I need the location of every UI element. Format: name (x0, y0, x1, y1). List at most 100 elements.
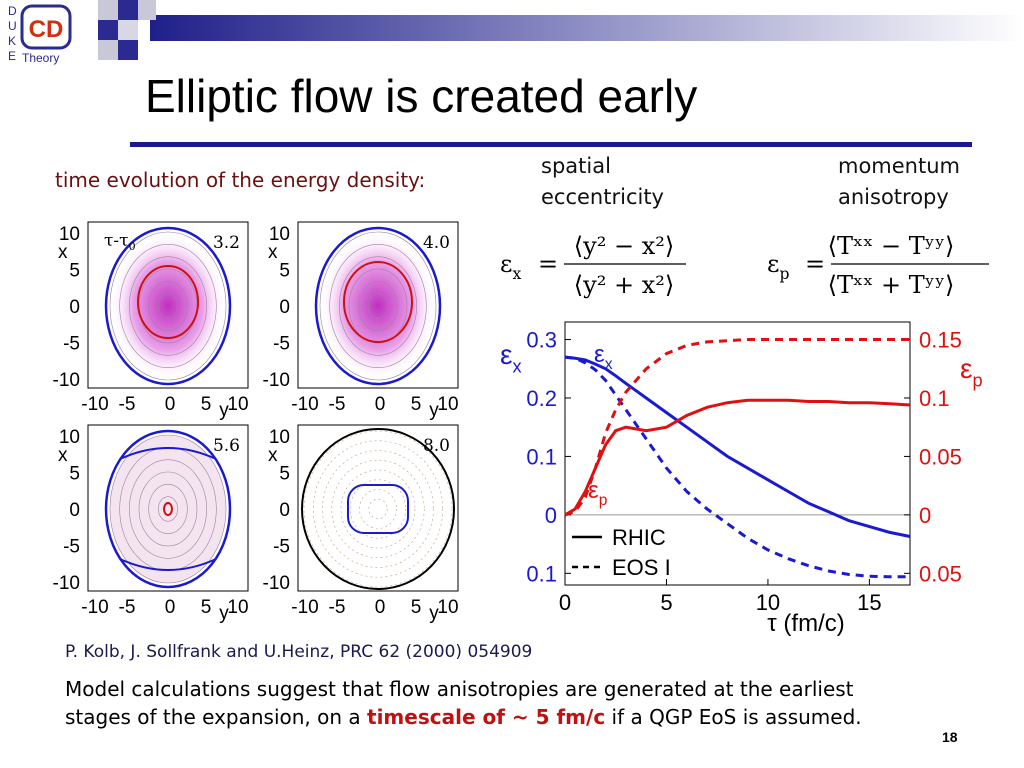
contour (158, 496, 178, 522)
panel-y-tick: -10 (263, 370, 290, 391)
formula-equals: = (805, 250, 825, 278)
series-line (564, 338, 910, 517)
legend-label: RHIC (612, 525, 666, 550)
panel-x-tick: -10 (81, 597, 108, 618)
panel-y-tick: 5 (279, 261, 290, 282)
panel-x-tick: -5 (119, 394, 136, 415)
density-fill (110, 232, 226, 380)
panel-x-tick: 0 (165, 597, 176, 618)
panel-time: 3.2 (213, 233, 240, 253)
panel-x-tick: -10 (291, 597, 318, 618)
y2-axis-label-sub: p (972, 370, 982, 390)
column-heading: anisotropy (838, 185, 949, 209)
contour (349, 479, 407, 539)
logo-letter: U (8, 19, 17, 33)
logo-letter: D (8, 4, 17, 18)
formula-denominator: ⟨Tˣˣ + Tʸʸ⟩ (828, 271, 955, 299)
panel-x-tick: 5 (411, 597, 422, 618)
panel-time: 4.0 (423, 233, 450, 253)
y-tick-label: 0.3 (526, 328, 557, 353)
y-axis-label: εx (500, 339, 522, 376)
annotation: εp (588, 477, 608, 509)
panel-y-tick: 10 (269, 427, 290, 448)
contour (358, 281, 398, 331)
y2-axis-label: εp (960, 353, 983, 390)
formula-lhs-sub: x (512, 265, 521, 283)
contour (148, 281, 188, 331)
contour (331, 459, 425, 559)
panel-y-tick: 10 (269, 224, 290, 245)
annotation-symbol: ε (594, 341, 605, 368)
outer-contour (104, 429, 232, 589)
contour (303, 430, 453, 588)
contour-plot (301, 428, 455, 590)
contour (119, 244, 217, 368)
inner-contour (119, 447, 217, 571)
density-fill (110, 435, 226, 583)
body-text: if a QGP EoS is assumed. (605, 705, 861, 729)
formula-lhs-sub: p (779, 265, 789, 283)
panel-y-tick: 0 (279, 297, 290, 318)
panel-x-tick: 5 (411, 394, 422, 415)
contour (368, 293, 388, 319)
contour (129, 256, 207, 356)
panel-y-tick: 10 (59, 427, 80, 448)
contour (319, 231, 437, 381)
panel-y-tick: -10 (53, 573, 80, 594)
x-tick-label: 10 (756, 590, 780, 615)
plot-frame (564, 321, 911, 586)
panel-y-label: y (219, 603, 229, 624)
panel-x-tick: 0 (375, 597, 386, 618)
formula-lhs: εx (500, 250, 521, 283)
top-bar (150, 15, 1024, 41)
y-tick-label: 0 (545, 503, 557, 528)
x-tick-label: 15 (857, 590, 881, 615)
panel-y-tick: -5 (63, 537, 80, 558)
panel-y-tick: 0 (279, 500, 290, 521)
formula-lhs-symbol: ε (500, 250, 512, 278)
panel-time: 5.6 (213, 436, 240, 456)
contour (340, 469, 416, 549)
annotation: εx (594, 341, 613, 373)
panel-x-tick: 5 (201, 597, 212, 618)
panel-y-tick: 0 (69, 297, 80, 318)
tau-label-sub: 0 (129, 240, 136, 253)
panel-y-tick: 0 (69, 500, 80, 521)
tau-label-text: τ-τ (104, 231, 129, 251)
tau-label: τ-τ0 (104, 231, 136, 253)
contour (109, 231, 227, 381)
contour (368, 498, 388, 520)
outer-contour (104, 226, 232, 386)
series-line (564, 398, 911, 517)
y2-tick-label: 0.1 (919, 386, 950, 411)
y-tick-label: 0.1 (526, 444, 557, 469)
panel-y-label: y (219, 400, 229, 421)
outer-contour (301, 428, 455, 590)
panel-x-tick: -5 (329, 394, 346, 415)
legend-label: EOS I (612, 555, 671, 580)
core (163, 502, 173, 516)
title-rule (130, 142, 972, 147)
logo-word: Theory (22, 51, 59, 65)
contour (312, 440, 444, 578)
contour (359, 489, 397, 529)
inner-contour (137, 265, 199, 339)
panel-x-tick: 0 (375, 394, 386, 415)
panel-y-tick: -10 (263, 573, 290, 594)
inner-contour (347, 484, 409, 534)
panel-x-tick: -5 (329, 597, 346, 618)
panel-time: 8.0 (423, 436, 450, 456)
panel-y-tick: 5 (279, 464, 290, 485)
y-axis-label-symbol: ε (500, 339, 512, 370)
y-tick-label: 0.1 (526, 561, 557, 586)
logo-letter: E (8, 49, 16, 63)
contour (339, 256, 417, 356)
panel-y-tick: 5 (69, 261, 80, 282)
panel-y-label: y (429, 400, 439, 421)
slide-title: Elliptic flow is created early (145, 70, 697, 122)
contour-plot (314, 226, 442, 386)
series-line (564, 355, 910, 579)
y2-axis-label-symbol: ε (960, 353, 972, 384)
panel-x-label: x (268, 242, 278, 263)
